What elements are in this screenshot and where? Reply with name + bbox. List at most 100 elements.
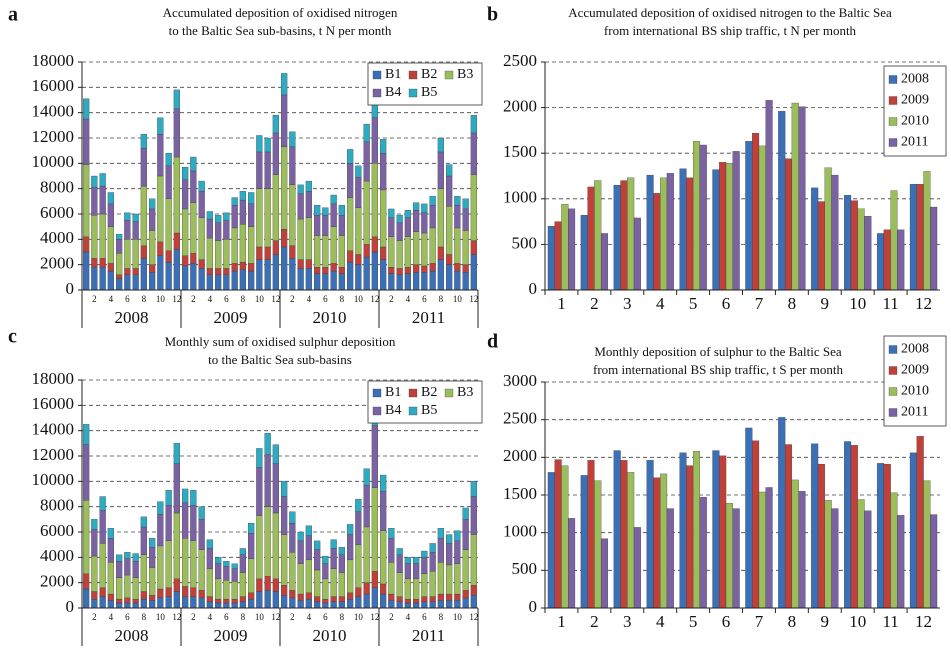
bar-segment [256,188,263,248]
bar [765,487,773,609]
bar-segment [305,191,312,218]
bar-segment [421,557,428,574]
bar-segment [470,115,477,134]
y-tick-label: 4000 [40,228,74,247]
bar-segment [223,212,230,221]
bar [666,173,674,291]
x-tick-label: 6 [125,294,130,304]
bar-segment [206,568,213,597]
x-tick-label: 4 [208,294,213,304]
bar-segment [371,163,378,237]
bar-segment [355,165,362,178]
bar-segment [363,526,370,583]
group-label: 2010 [313,626,347,645]
x-tick-label: 8 [439,294,444,304]
x-tick-label: 2 [92,294,97,304]
bar-segment [437,528,444,539]
bar-segment [116,560,123,578]
bar-segment [149,264,156,273]
legend-swatch [372,70,382,80]
x-tick-label: 12 [370,612,379,622]
bar-segment [256,135,263,153]
bar-segment [462,208,469,231]
bar-segment [429,571,436,597]
bar-segment [446,593,453,601]
bar-segment [363,484,370,528]
bar-segment [107,263,114,272]
legend-swatch [408,88,418,98]
bar-segment [462,590,469,599]
bar-segment [107,538,114,563]
x-tick-label: 7 [755,612,764,631]
bar [745,141,753,291]
bar-segment [437,600,444,609]
bar-segment [437,137,444,153]
bar [930,206,938,291]
bar-segment [248,192,255,205]
bar-segment [396,572,403,597]
bar-segment [248,270,255,291]
bar-segment [429,263,436,272]
bar-segment [256,246,263,260]
bar-segment [116,274,123,279]
bar-segment [330,601,337,609]
x-tick-label: 1 [557,294,566,313]
bar [686,177,694,291]
bar [824,500,832,609]
bar-segment [149,272,156,291]
bar-segment [124,239,131,269]
bar-segment [330,203,337,227]
bar [554,459,562,609]
bar-segment [454,563,461,595]
bar-segment [297,540,304,564]
bar-segment [132,274,139,291]
bar-segment [413,557,420,564]
bar-segment [429,601,436,609]
bar-segment [297,563,304,595]
legend-swatch [372,406,382,416]
chart-title: from international BS ship traffic, t S … [593,362,843,377]
bar-segment [289,258,296,291]
bar-segment [99,510,106,544]
bar-segment [421,573,428,597]
bar-segment [173,156,180,234]
bar [712,450,720,609]
bar-segment [314,267,321,274]
bar-segment [380,189,387,248]
x-tick-label: 2 [290,294,295,304]
y-tick-label: 10000 [32,152,75,171]
bar-segment [289,597,296,609]
bar-segment [99,258,106,268]
bar-segment [165,596,172,609]
bar-segment [190,156,197,172]
bar-segment [149,208,156,231]
bar [561,204,569,291]
bar-segment [132,577,139,600]
bar-segment [338,267,345,274]
bar-segment [198,268,205,291]
bar-segment [190,253,197,264]
bar [850,200,858,291]
bar-segment [462,272,469,291]
bar [876,233,885,291]
bar-segment [140,598,147,609]
bar-segment [371,487,378,572]
bar-segment [231,581,238,600]
bar-segment [396,596,403,602]
bar-segment [470,481,477,497]
bar-segment [281,534,288,586]
bar-segment [239,596,246,602]
x-tick-label: 2 [590,612,599,631]
bar-segment [248,203,255,227]
group-label: 2009 [214,308,248,327]
bar-segment [297,193,304,220]
bar-segment [272,240,279,255]
bar-segment [198,259,205,269]
bar-segment [363,180,370,245]
bar-segment [157,134,164,177]
bar-segment [140,526,147,555]
x-tick-label: 10 [156,612,166,622]
bar [909,452,917,609]
bar-segment [107,203,114,227]
bar-segment [248,598,255,609]
